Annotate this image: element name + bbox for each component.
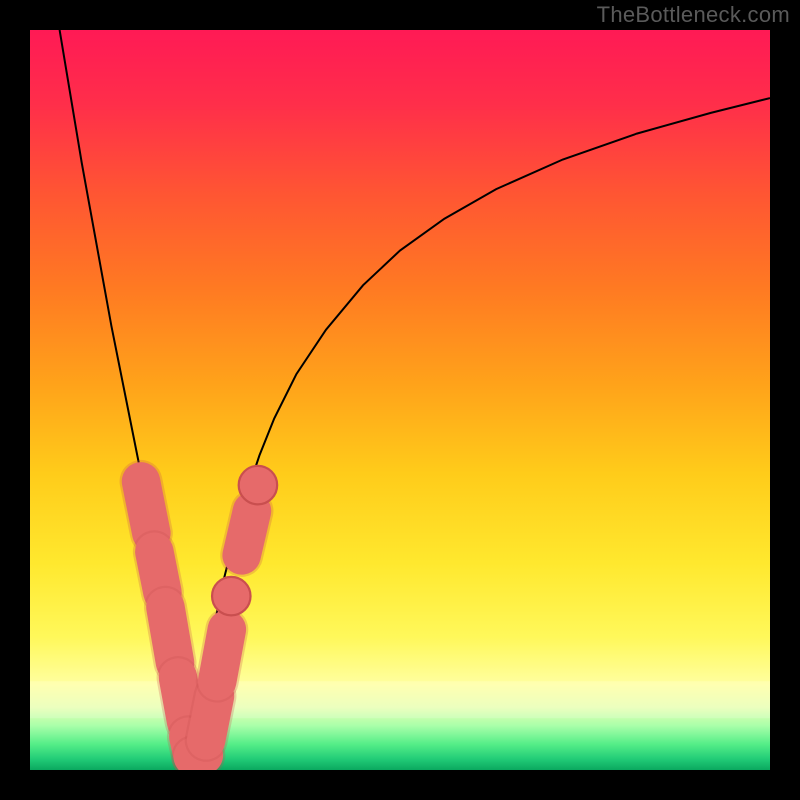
chart-background bbox=[30, 30, 770, 770]
watermark-text: TheBottleneck.com bbox=[597, 2, 790, 28]
bottleneck-chart bbox=[30, 30, 770, 770]
highlight-band bbox=[30, 681, 770, 718]
